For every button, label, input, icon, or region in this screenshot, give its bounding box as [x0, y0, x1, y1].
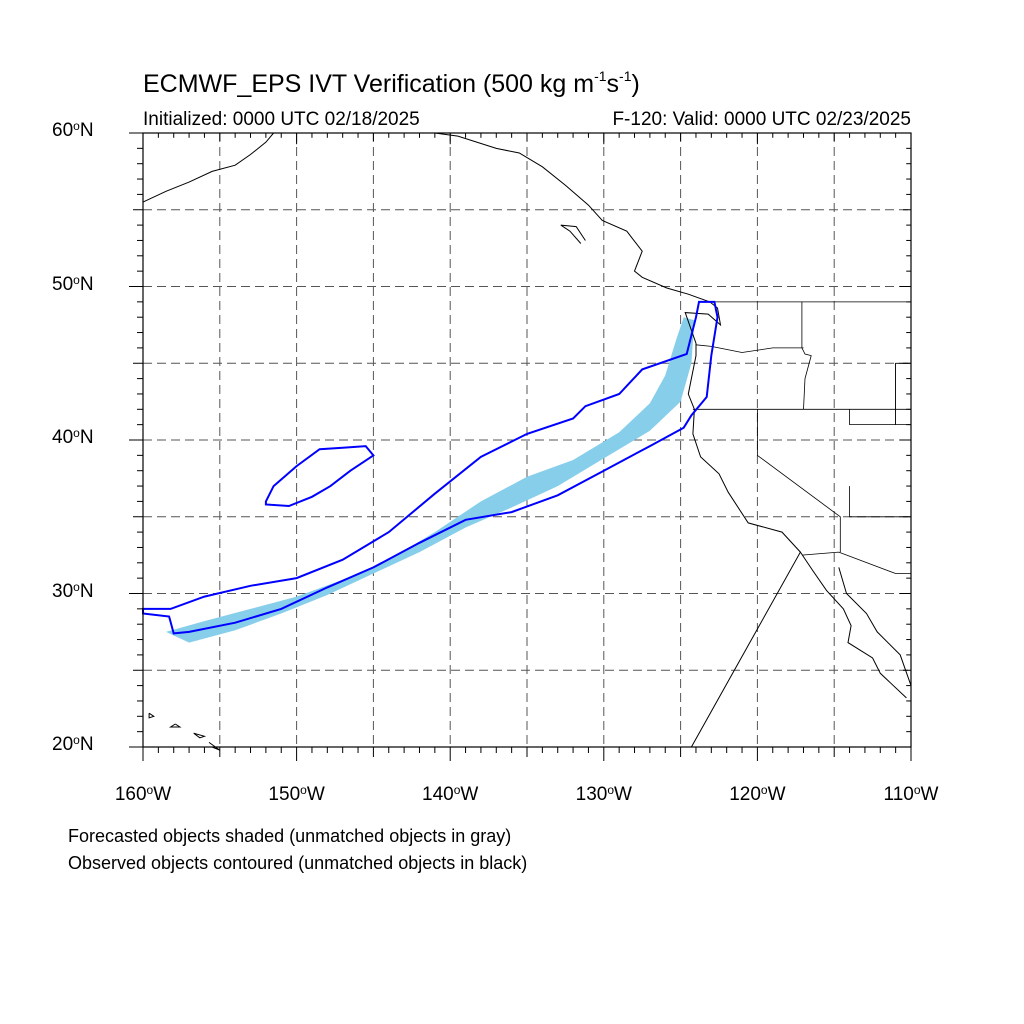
lon-label: 120oW [729, 783, 786, 806]
degree-symbol: o [73, 426, 80, 440]
lon-label: 150oW [268, 783, 325, 806]
coastline [142, 132, 274, 203]
chart-title: ECMWF_EPS IVT Verification (500 kg m-1s-… [143, 68, 640, 99]
lat-label: 50oN [52, 272, 94, 296]
lat-label: 60oN [52, 119, 94, 142]
state-border [695, 344, 804, 353]
degree-symbol: o [146, 783, 154, 797]
state-border [801, 301, 812, 410]
lon-label-value: 140 [422, 784, 454, 805]
degree-symbol: o [73, 119, 80, 133]
degree-symbol: o [73, 579, 80, 594]
lat-label-suffix: N [79, 734, 94, 755]
lon-label: 130oW [575, 783, 632, 806]
coastline [838, 567, 912, 686]
gridlines [143, 133, 911, 747]
observed-object-contour [142, 300, 719, 635]
lat-label-value: 40 [52, 427, 74, 448]
lon-label-suffix: W [614, 784, 632, 805]
lon-label-suffix: W [920, 784, 939, 805]
title-superscript-2: -1 [619, 68, 632, 84]
lon-label-suffix: W [306, 784, 325, 805]
lat-label: 30oN [52, 579, 94, 603]
lat-label-suffix: N [79, 427, 94, 448]
state-border [801, 551, 911, 574]
degree-symbol: o [913, 783, 921, 797]
state-border [849, 363, 896, 426]
lon-label-value: 160 [114, 784, 147, 805]
title-end: ) [631, 70, 640, 98]
lat-label: 40oN [52, 426, 94, 449]
observed-object-contour [264, 445, 375, 508]
degree-symbol: o [73, 272, 80, 287]
state-border [757, 409, 841, 553]
lat-label-value: 20 [52, 734, 74, 755]
coastline [193, 732, 207, 739]
political-borders [692, 301, 911, 574]
coastlines [142, 132, 912, 751]
degree-symbol: o [607, 783, 615, 797]
coastline [560, 224, 586, 244]
lat-label-value: 60 [52, 120, 74, 141]
initialized-time: Initialized: 0000 UTC 02/18/2025 [143, 109, 420, 130]
lon-label: 110oW [883, 783, 939, 806]
axis-ticks [129, 132, 912, 761]
degree-symbol: o [453, 783, 461, 797]
lat-label: 20oN [52, 733, 94, 756]
observed-objects [142, 300, 719, 635]
state-border [849, 486, 911, 518]
coastline [148, 712, 155, 719]
title-superscript-1: -1 [594, 68, 607, 84]
lon-label-value: 120 [729, 784, 761, 805]
valid-time: F-120: Valid: 0000 UTC 02/23/2025 [612, 109, 911, 130]
coastline [168, 723, 182, 728]
forecast-note: Forecasted objects shaded (unmatched obj… [68, 826, 512, 846]
lat-label-suffix: N [79, 273, 94, 295]
lon-label-value: 130 [575, 784, 608, 805]
coastline [434, 132, 802, 748]
lon-label-suffix: W [153, 784, 172, 805]
lon-label: 160oW [114, 783, 172, 806]
lon-label-suffix: W [460, 784, 479, 805]
degree-symbol: o [760, 783, 768, 797]
lat-label-suffix: N [79, 580, 94, 602]
degree-symbol: o [300, 783, 307, 797]
coastline [799, 551, 907, 699]
observed-note: Observed objects contoured (unmatched ob… [68, 853, 528, 873]
title-main: ECMWF_EPS IVT Verification (500 kg m [143, 70, 595, 98]
lat-label-suffix: N [79, 120, 94, 141]
lat-label-value: 50 [52, 273, 74, 295]
title-mid: s [606, 70, 620, 98]
lon-label-value: 110 [883, 784, 914, 805]
lat-label-value: 30 [52, 580, 74, 602]
degree-symbol: o [73, 733, 80, 747]
lon-label-suffix: W [767, 784, 786, 805]
lon-label-value: 150 [268, 784, 301, 805]
lon-label: 140oW [422, 783, 479, 806]
coastline [208, 741, 221, 751]
